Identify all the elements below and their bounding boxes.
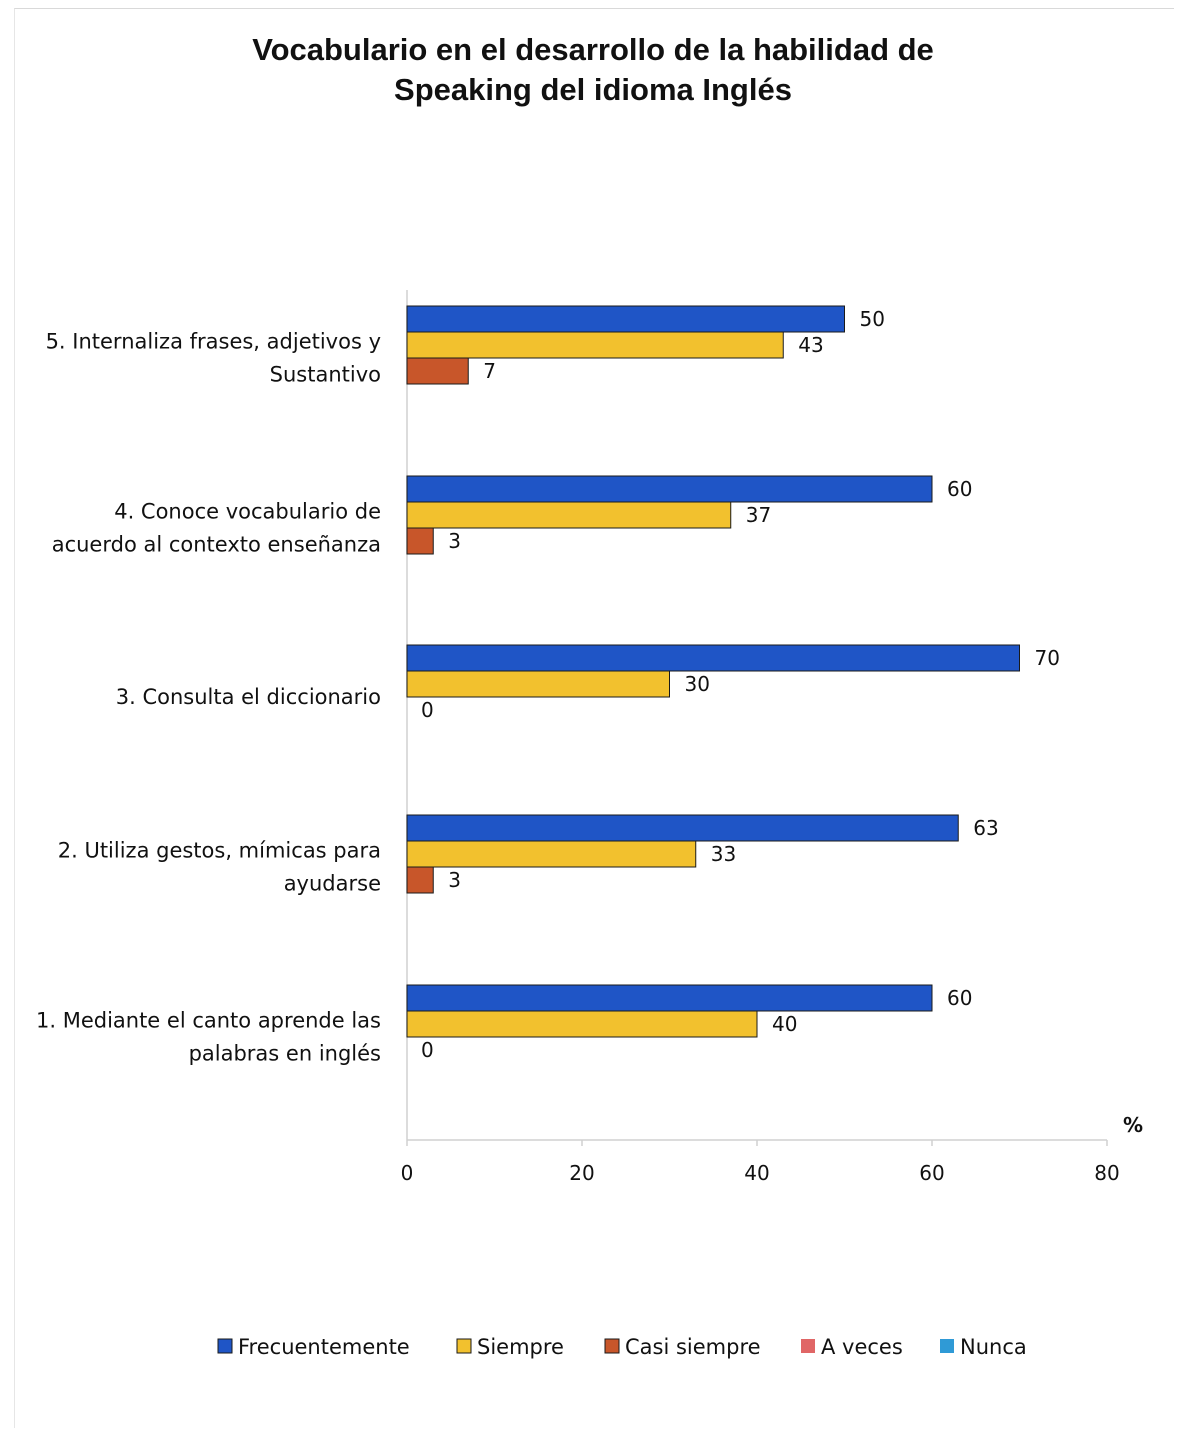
bar [406, 305, 845, 333]
bar-value-label: 3 [448, 529, 461, 553]
legend-label: Siempre [477, 1335, 564, 1359]
bar-value-label: 60 [947, 986, 972, 1010]
x-tick-label: 40 [744, 1161, 769, 1185]
bar [406, 866, 434, 894]
category-label: 5. Internaliza frases, adjetivos y [46, 330, 381, 354]
chart-frame [14, 8, 1174, 1428]
x-tick-label: 80 [1094, 1161, 1119, 1185]
x-unit-label: % [1123, 1113, 1143, 1137]
bar-value-label: 3 [448, 868, 461, 892]
category-label: 2. Utiliza gestos, mímicas para [58, 839, 381, 863]
legend-label: Casi siempre [625, 1335, 761, 1359]
bar-value-label: 33 [711, 842, 736, 866]
category-label: acuerdo al contexto enseñanza [52, 533, 381, 557]
x-tick-label: 60 [919, 1161, 944, 1185]
bar-value-label: 43 [798, 333, 823, 357]
bar-value-label: 0 [421, 698, 434, 722]
chart-title-line-2: Speaking del idioma Inglés [394, 72, 792, 107]
x-tick-label: 20 [569, 1161, 594, 1185]
bar-value-label: 60 [947, 477, 972, 501]
legend-label: A veces [821, 1335, 903, 1359]
bar-value-label: 0 [421, 1038, 434, 1062]
bar-value-label: 40 [772, 1012, 797, 1036]
category-label: palabras en inglés [189, 1042, 381, 1066]
bar [406, 840, 697, 868]
category-label: ayudarse [284, 872, 381, 896]
legend-swatch [456, 1338, 472, 1354]
chart-title: Vocabulario en el desarrollo de la habil… [0, 30, 1186, 110]
legend-swatch [940, 1339, 954, 1353]
bar [406, 331, 784, 359]
category-label: 4. Conoce vocabulario de [114, 500, 381, 524]
bar [406, 501, 732, 529]
bar [406, 1010, 758, 1038]
bar [406, 357, 469, 385]
bar [406, 984, 933, 1012]
category-label: 1. Mediante el canto aprende las [36, 1009, 381, 1033]
legend-swatch [604, 1338, 620, 1354]
legend-swatch [801, 1339, 815, 1353]
bar-value-label: 37 [746, 503, 771, 527]
chart-title-line-1: Vocabulario en el desarrollo de la habil… [252, 32, 934, 67]
bar [406, 475, 933, 503]
bar-value-label: 7 [483, 359, 496, 383]
legend-label: Frecuentemente [238, 1335, 410, 1359]
category-label: Sustantivo [270, 363, 381, 387]
bar [406, 644, 1020, 672]
bar [406, 814, 959, 842]
legend-label: Nunca [960, 1335, 1027, 1359]
legend-swatch [217, 1338, 233, 1354]
bar-value-label: 63 [973, 816, 998, 840]
bar-value-label: 70 [1035, 646, 1060, 670]
bar-value-label: 30 [685, 672, 710, 696]
category-label: 3. Consulta el diccionario [116, 685, 381, 709]
bar-value-label: 50 [860, 307, 885, 331]
bar [406, 670, 670, 698]
bar [406, 527, 434, 555]
x-tick-label: 0 [401, 1161, 414, 1185]
